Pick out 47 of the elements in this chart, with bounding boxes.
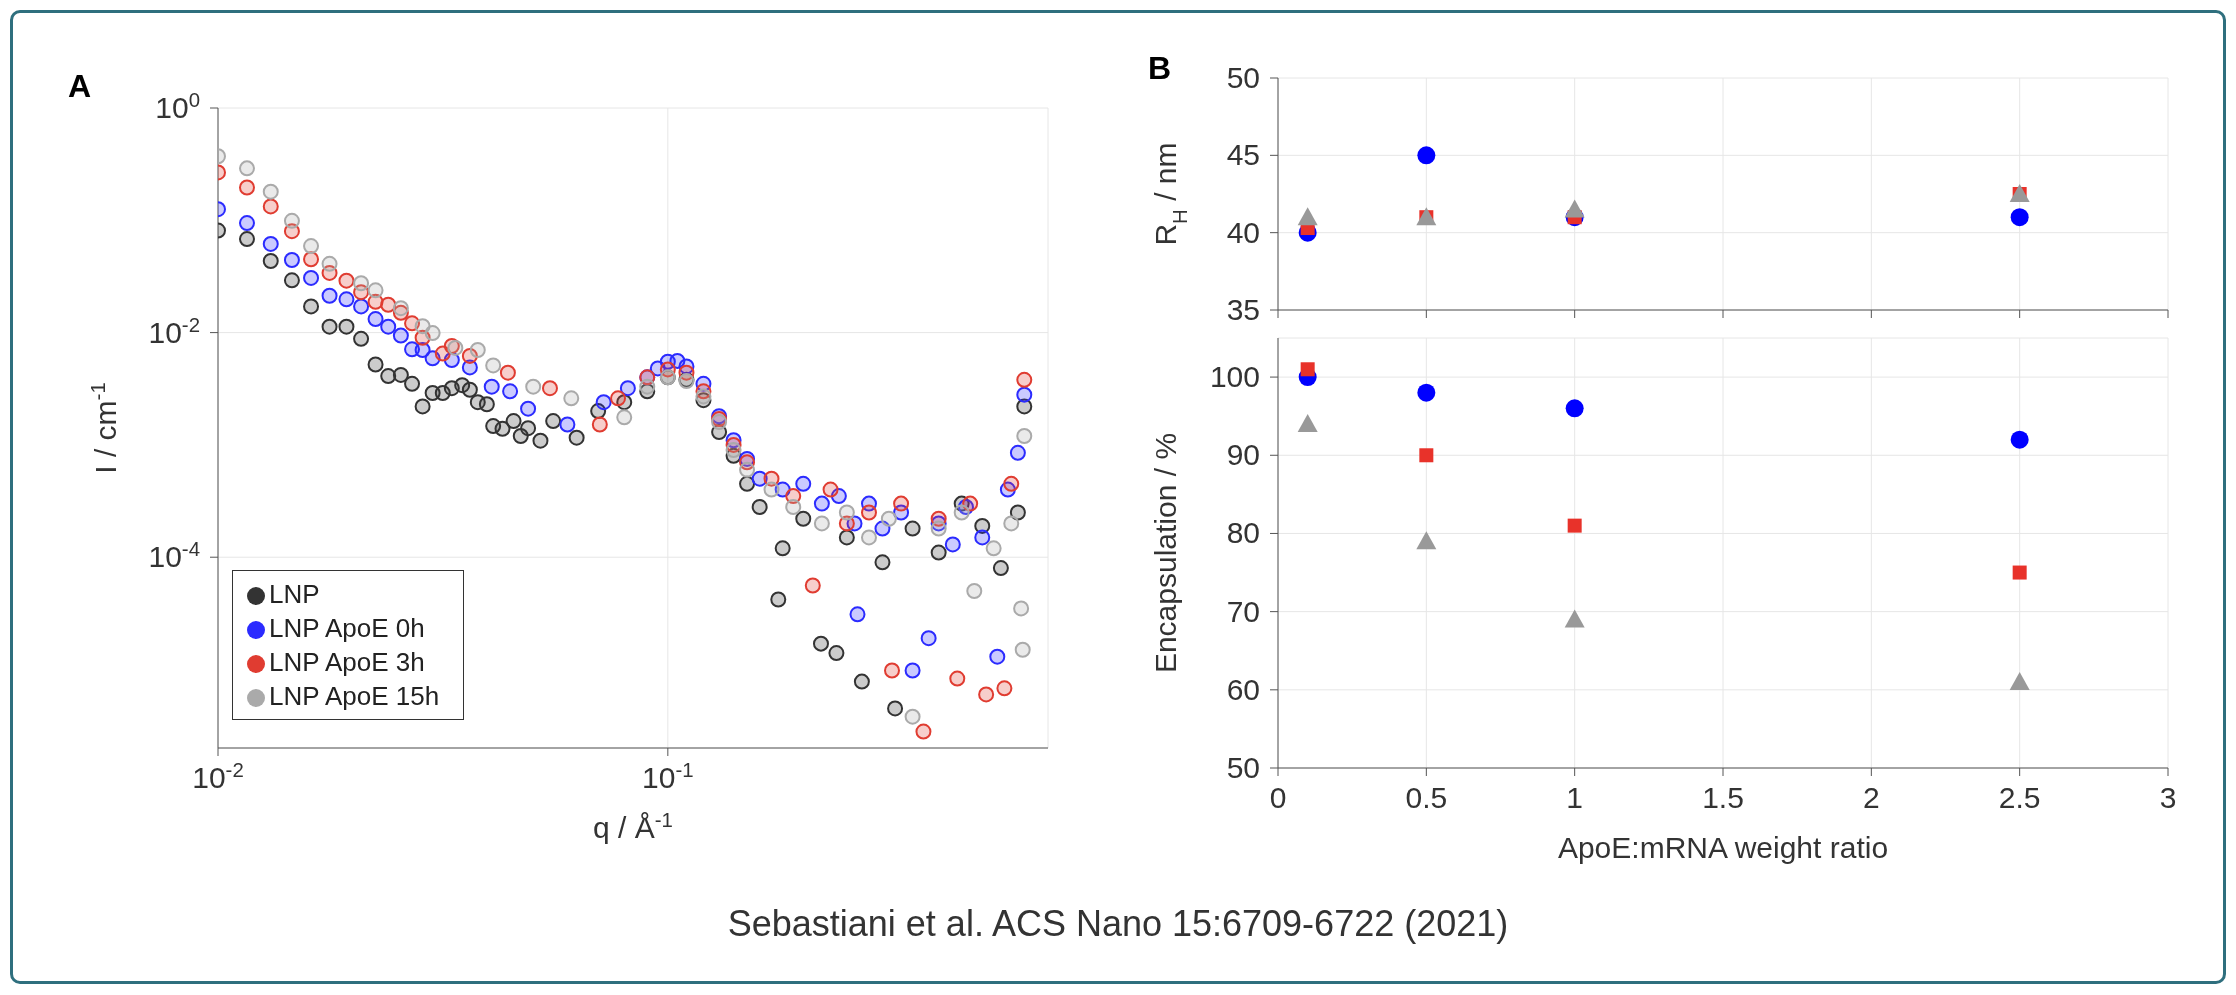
legend-label: LNP — [269, 579, 320, 609]
point — [1297, 414, 1318, 432]
point — [1564, 199, 1585, 218]
point — [1567, 518, 1582, 533]
point — [2010, 208, 2029, 227]
x-tick-label: 2 — [1862, 781, 1880, 814]
point — [1417, 146, 1436, 165]
y-tick-label: 35 — [1226, 293, 1260, 326]
point — [1417, 383, 1436, 402]
x-tick-label: 1.5 — [1702, 781, 1744, 814]
y-tick-label: 90 — [1226, 438, 1260, 472]
y-tick-label: 70 — [1226, 594, 1260, 628]
y-axis-title: Encapsulation / % — [1149, 432, 1182, 674]
x-tick-label: 3 — [2159, 781, 2177, 814]
y-tick-label: 45 — [1226, 138, 1260, 172]
chart-title: B — [1148, 50, 1172, 87]
y-tick-label: 100 — [1209, 360, 1260, 394]
x-tick-label: 0 — [1269, 781, 1287, 814]
legend-label: LNP ApoE 3h — [269, 647, 425, 677]
y-tick-label: 80 — [1226, 516, 1260, 550]
x-tick-label: 2.5 — [1998, 781, 2041, 814]
point — [1297, 207, 1318, 226]
y-tick-label: 40 — [1226, 215, 1260, 249]
chart-title: A — [68, 68, 92, 105]
point — [1564, 609, 1585, 628]
x-axis-title: q / Å$^{-1}$ — [593, 809, 673, 844]
y-tick-label: 10$^{-4}$ — [148, 538, 200, 574]
point — [2009, 672, 2030, 690]
x-tick-label: 0.5 — [1405, 781, 1448, 814]
point — [1300, 362, 1315, 377]
y-tick-label: 10$^{0}$ — [155, 89, 200, 124]
point — [1419, 448, 1434, 463]
point — [2010, 430, 2029, 449]
x-tick-label: 10$^{-1}$ — [642, 759, 694, 794]
point — [1416, 531, 1437, 550]
legend-label: LNP ApoE 0h — [269, 613, 425, 643]
point — [2012, 565, 2027, 580]
x-tick-label: 10$^{-2}$ — [192, 759, 244, 794]
point — [1565, 399, 1584, 418]
y-tick-label: 10$^{-2}$ — [148, 313, 200, 349]
legend-label: LNP ApoE 15h — [269, 681, 440, 711]
x-tick-label: 1 — [1566, 781, 1584, 814]
y-tick-label: 60 — [1226, 672, 1260, 706]
y-tick-label: 50 — [1226, 61, 1260, 94]
x-axis-title: ApoE:mRNA weight ratio — [1557, 831, 1889, 864]
y-tick-label: 50 — [1226, 751, 1260, 784]
text: Sebastiani et al. ACS Nano 15:6709-6722 (2021) — [726, 903, 1510, 945]
